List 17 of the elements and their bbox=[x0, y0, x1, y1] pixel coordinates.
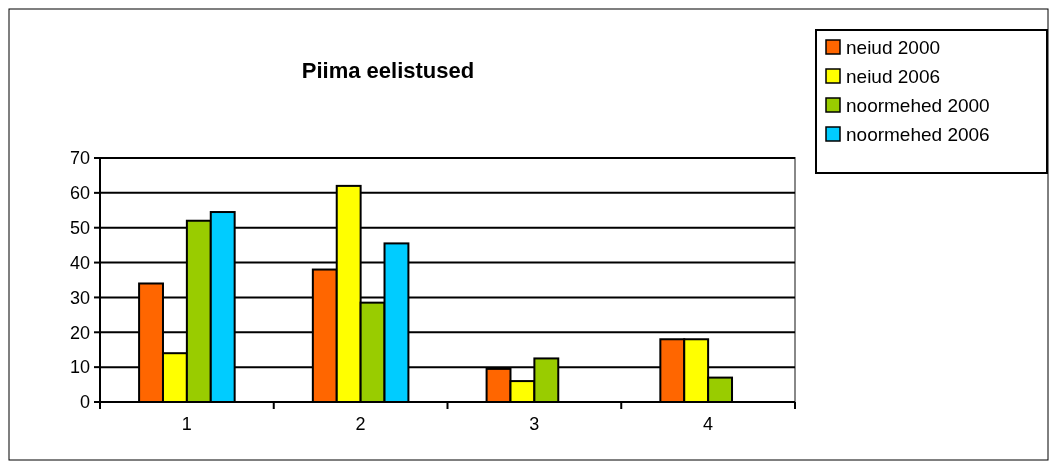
legend-label: neiud 2000 bbox=[846, 36, 941, 58]
chart-title: Piima eelistused bbox=[301, 58, 475, 83]
y-tick-label: 10 bbox=[69, 357, 90, 378]
y-tick-label: 20 bbox=[69, 322, 90, 343]
y-tick-label: 40 bbox=[69, 252, 90, 273]
x-tick-label: 3 bbox=[529, 414, 540, 434]
legend-label: noormehed 2006 bbox=[846, 123, 990, 145]
legend-label: noormehed 2000 bbox=[846, 94, 990, 116]
x-tick-label: 1 bbox=[181, 414, 192, 434]
y-tick-label: 30 bbox=[69, 287, 90, 308]
x-tick-label: 4 bbox=[703, 414, 714, 434]
legend-label: neiud 2006 bbox=[846, 65, 941, 87]
y-tick-label: 0 bbox=[79, 392, 90, 413]
y-tick-label: 60 bbox=[69, 183, 90, 204]
x-tick-label: 2 bbox=[355, 414, 366, 434]
y-tick-label: 50 bbox=[69, 218, 90, 239]
y-tick-label: 70 bbox=[69, 148, 90, 169]
